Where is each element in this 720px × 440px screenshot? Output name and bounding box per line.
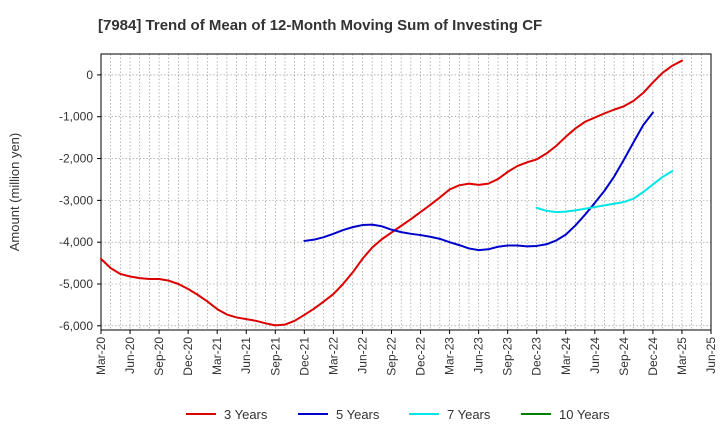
y-tick-label: -4,000 <box>59 235 93 249</box>
y-axis-label: Amount (million yen) <box>7 133 22 252</box>
x-tick-label: Mar-20 <box>94 337 108 375</box>
x-axis: Mar-20 Jun-20 Sep-20 Dec-20 Mar-21 Jun-21 Sep-… <box>94 330 718 376</box>
series-line-3-years <box>100 59 683 327</box>
x-tick-label: Mar-25 <box>675 337 689 375</box>
x-tick-label: Mar-23 <box>443 337 457 375</box>
x-tick-label: Jun-22 <box>355 337 369 374</box>
x-tick-label: Jun-25 <box>704 337 718 374</box>
x-tick-label: Dec-23 <box>530 337 544 376</box>
legend-label: 10 Years <box>559 407 610 422</box>
y-tick-label: -5,000 <box>59 277 93 291</box>
x-tick-label: Sep-20 <box>152 337 166 376</box>
grid <box>101 54 711 330</box>
legend-label: 7 Years <box>447 407 491 422</box>
x-tick-label: Mar-24 <box>559 337 573 375</box>
legend-label: 3 Years <box>224 407 268 422</box>
plot-area <box>100 53 712 331</box>
y-tick-label: -2,000 <box>59 152 93 166</box>
x-tick-label: Jun-23 <box>472 337 486 374</box>
series-line-5-years <box>303 111 654 252</box>
x-tick-label: Sep-23 <box>501 337 515 376</box>
x-tick-label: Jun-20 <box>123 337 137 374</box>
x-tick-label: Mar-21 <box>210 337 224 375</box>
chart-title: [7984] Trend of Mean of 12-Month Moving … <box>98 17 542 34</box>
x-tick-label: Sep-21 <box>268 337 282 376</box>
x-tick-label: Mar-22 <box>326 337 340 375</box>
series-lines <box>100 59 683 327</box>
x-tick-label: Jun-24 <box>588 337 602 374</box>
legend: 3 Years 5 Years 7 Years 10 Years <box>186 407 610 422</box>
legend-label: 5 Years <box>336 407 380 422</box>
x-tick-label: Dec-20 <box>181 337 195 376</box>
x-tick-label: Dec-24 <box>646 337 660 376</box>
series-line-7-years <box>535 170 674 214</box>
x-tick-label: Sep-24 <box>617 337 631 376</box>
y-tick-label: -1,000 <box>59 110 93 124</box>
x-tick-label: Dec-21 <box>297 337 311 376</box>
x-tick-label: Dec-22 <box>414 337 428 376</box>
y-tick-label: -3,000 <box>59 193 93 207</box>
y-tick-label: -6,000 <box>59 319 93 333</box>
x-tick-label: Sep-22 <box>384 337 398 376</box>
x-tick-label: Jun-21 <box>239 337 253 374</box>
y-axis: 0 -1,000 -2,000 -3,000 -4,000 -5,000 -6,000 <box>59 68 101 333</box>
y-tick-label: 0 <box>86 68 93 82</box>
